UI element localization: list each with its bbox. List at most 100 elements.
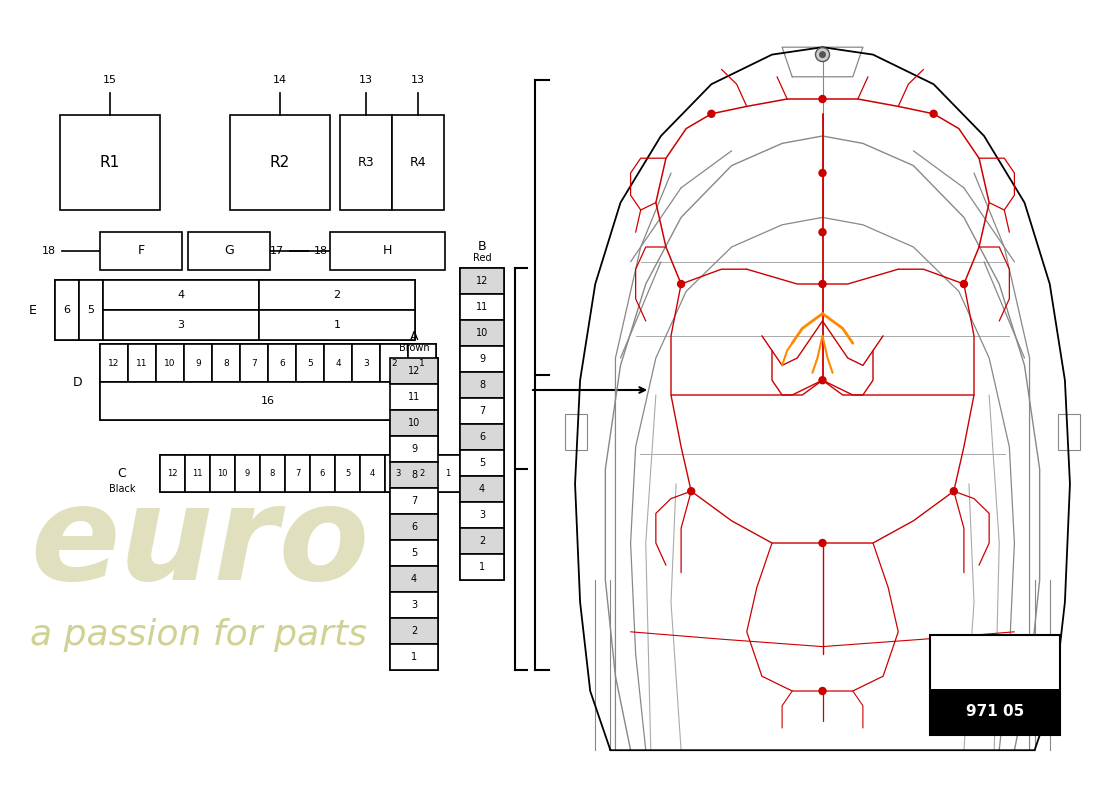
- Text: 11: 11: [136, 358, 147, 367]
- Text: 4: 4: [411, 574, 417, 584]
- FancyBboxPatch shape: [460, 476, 504, 502]
- Text: 18: 18: [42, 246, 56, 256]
- FancyBboxPatch shape: [324, 344, 352, 382]
- FancyBboxPatch shape: [60, 115, 160, 210]
- FancyBboxPatch shape: [235, 455, 260, 492]
- Text: 9: 9: [195, 358, 201, 367]
- Circle shape: [820, 539, 826, 546]
- Circle shape: [950, 488, 957, 494]
- Circle shape: [820, 229, 826, 236]
- FancyBboxPatch shape: [460, 398, 504, 424]
- Text: 12: 12: [476, 276, 488, 286]
- Text: 10: 10: [408, 418, 420, 428]
- Text: R4: R4: [409, 156, 427, 169]
- FancyBboxPatch shape: [188, 232, 270, 270]
- Text: Black: Black: [109, 485, 135, 494]
- FancyBboxPatch shape: [360, 455, 385, 492]
- Text: 12: 12: [408, 366, 420, 376]
- FancyBboxPatch shape: [390, 618, 438, 644]
- Circle shape: [820, 687, 826, 694]
- Text: R1: R1: [100, 155, 120, 170]
- FancyBboxPatch shape: [390, 566, 438, 592]
- Text: 3: 3: [363, 358, 368, 367]
- FancyBboxPatch shape: [258, 310, 415, 340]
- Text: 6: 6: [478, 432, 485, 442]
- Text: 1: 1: [411, 652, 417, 662]
- FancyBboxPatch shape: [258, 280, 415, 310]
- FancyBboxPatch shape: [55, 280, 415, 340]
- FancyBboxPatch shape: [385, 455, 410, 492]
- FancyBboxPatch shape: [268, 344, 296, 382]
- FancyBboxPatch shape: [390, 592, 438, 618]
- FancyBboxPatch shape: [379, 344, 408, 382]
- Text: 3: 3: [478, 510, 485, 520]
- Text: 12: 12: [108, 358, 120, 367]
- Text: 5: 5: [307, 358, 312, 367]
- FancyBboxPatch shape: [408, 344, 436, 382]
- Text: 1: 1: [419, 358, 425, 367]
- Text: 7: 7: [251, 358, 257, 367]
- Text: 8: 8: [223, 358, 229, 367]
- FancyBboxPatch shape: [460, 268, 504, 294]
- FancyBboxPatch shape: [390, 358, 438, 670]
- FancyBboxPatch shape: [340, 115, 392, 210]
- Text: 1: 1: [333, 320, 341, 330]
- Text: 4: 4: [177, 290, 185, 300]
- FancyBboxPatch shape: [285, 455, 310, 492]
- Text: A: A: [409, 330, 418, 342]
- FancyBboxPatch shape: [460, 424, 504, 450]
- FancyBboxPatch shape: [128, 344, 156, 382]
- Text: R3: R3: [358, 156, 374, 169]
- FancyBboxPatch shape: [460, 294, 504, 320]
- FancyBboxPatch shape: [79, 280, 103, 340]
- Text: G: G: [224, 245, 234, 258]
- Circle shape: [820, 95, 826, 102]
- Text: euro: euro: [30, 480, 370, 607]
- Text: F: F: [138, 245, 144, 258]
- FancyBboxPatch shape: [434, 455, 460, 492]
- Text: 18: 18: [314, 246, 328, 256]
- FancyBboxPatch shape: [564, 414, 586, 450]
- Text: 11: 11: [476, 302, 488, 312]
- FancyBboxPatch shape: [103, 280, 258, 310]
- Text: 6: 6: [320, 469, 326, 478]
- Text: 1: 1: [444, 469, 450, 478]
- Circle shape: [688, 488, 695, 494]
- FancyBboxPatch shape: [156, 344, 184, 382]
- FancyBboxPatch shape: [100, 344, 436, 420]
- Text: 7: 7: [295, 469, 300, 478]
- Text: B: B: [477, 239, 486, 253]
- FancyBboxPatch shape: [460, 268, 504, 580]
- FancyBboxPatch shape: [336, 455, 360, 492]
- Text: 8: 8: [478, 380, 485, 390]
- Text: 10: 10: [218, 469, 228, 478]
- Text: 1: 1: [478, 562, 485, 572]
- FancyBboxPatch shape: [296, 344, 324, 382]
- FancyBboxPatch shape: [1058, 414, 1080, 450]
- Text: 3: 3: [411, 600, 417, 610]
- Text: 17: 17: [270, 246, 284, 256]
- Text: 7: 7: [478, 406, 485, 416]
- FancyBboxPatch shape: [352, 344, 379, 382]
- Text: 16: 16: [261, 396, 275, 406]
- FancyBboxPatch shape: [55, 280, 79, 340]
- Circle shape: [708, 110, 715, 118]
- Text: H: H: [383, 245, 393, 258]
- FancyBboxPatch shape: [260, 455, 285, 492]
- FancyBboxPatch shape: [460, 450, 504, 476]
- Text: 5: 5: [88, 305, 95, 315]
- Text: 971 05: 971 05: [966, 705, 1024, 719]
- Text: 7: 7: [411, 496, 417, 506]
- FancyBboxPatch shape: [390, 644, 438, 670]
- FancyBboxPatch shape: [390, 436, 438, 462]
- FancyBboxPatch shape: [185, 455, 210, 492]
- FancyBboxPatch shape: [460, 372, 504, 398]
- Circle shape: [820, 170, 826, 177]
- Text: 5: 5: [345, 469, 350, 478]
- FancyBboxPatch shape: [230, 115, 330, 210]
- FancyBboxPatch shape: [100, 232, 182, 270]
- Text: 13: 13: [359, 75, 373, 85]
- Text: 2: 2: [420, 469, 425, 478]
- Text: Brown: Brown: [398, 343, 429, 353]
- FancyBboxPatch shape: [310, 455, 336, 492]
